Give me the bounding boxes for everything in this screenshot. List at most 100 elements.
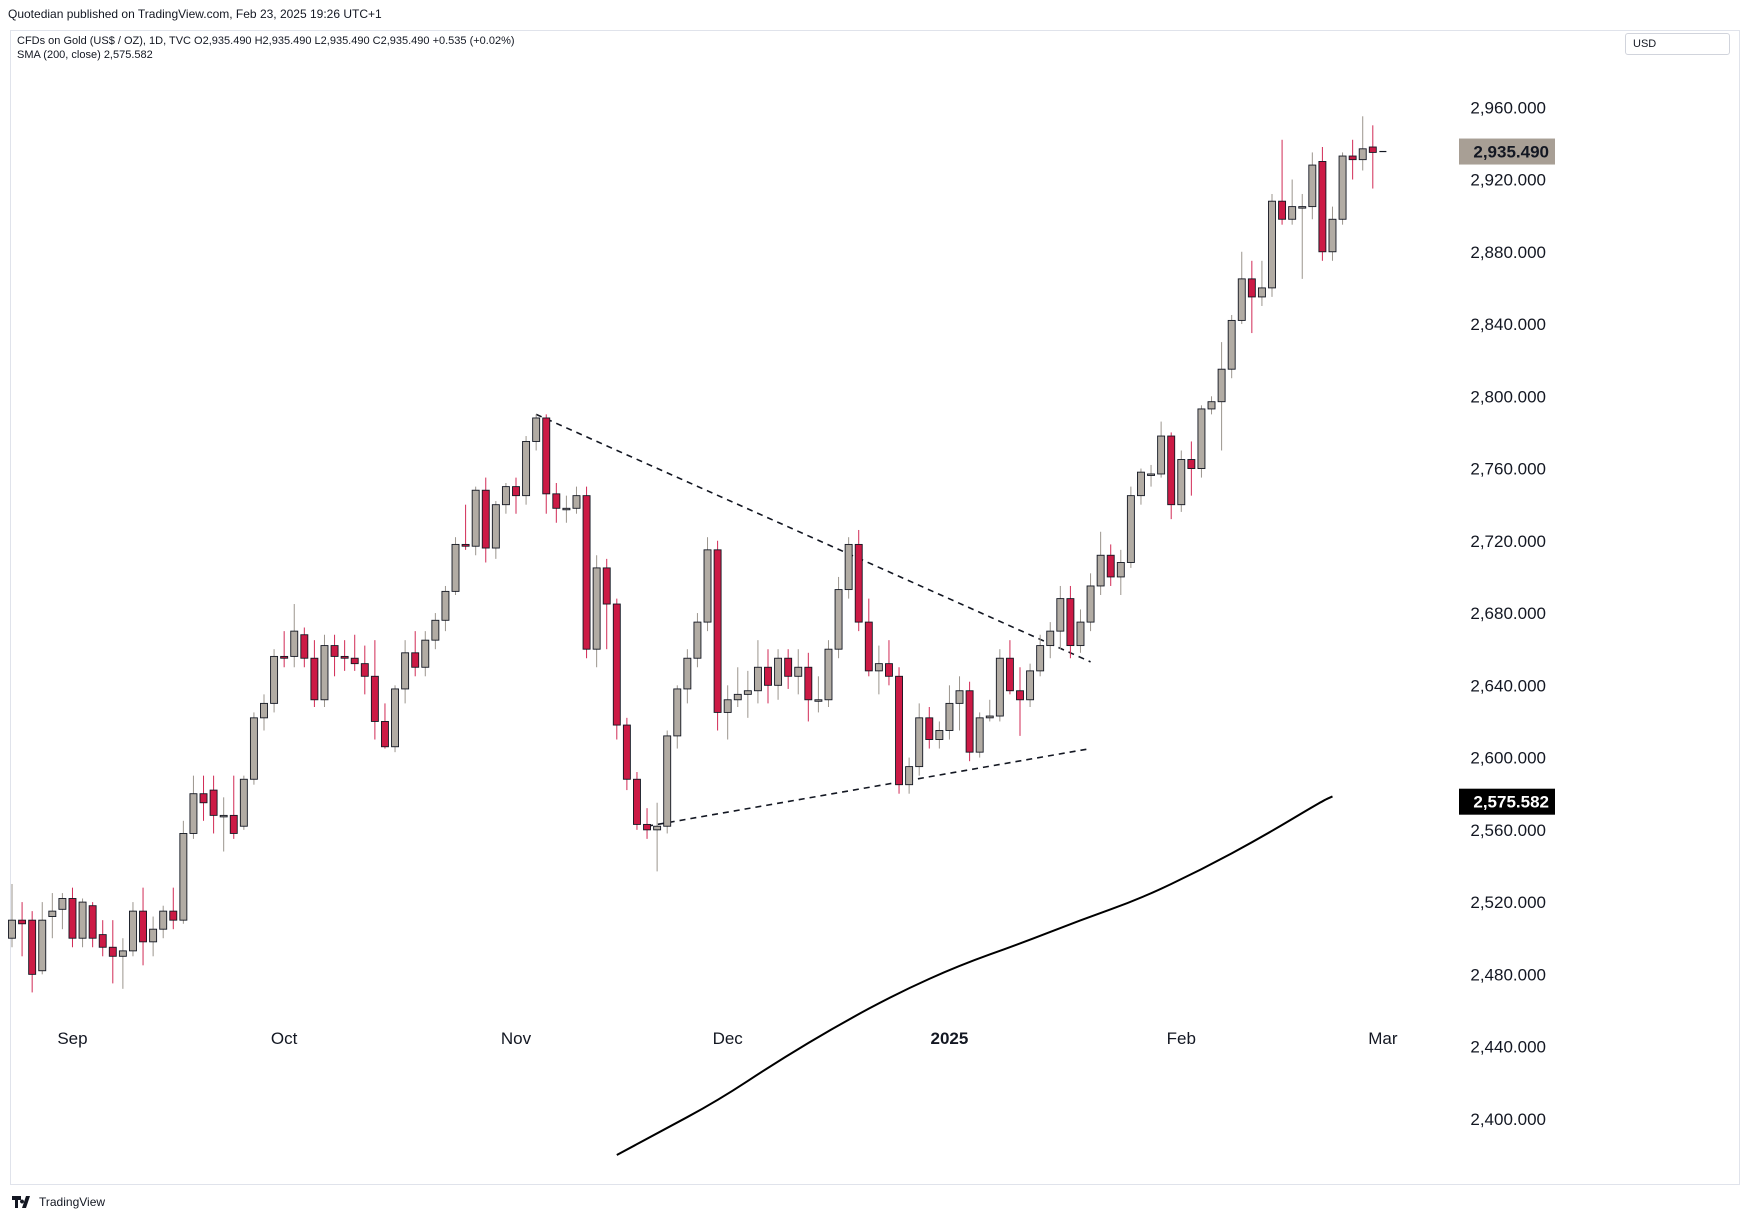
candle[interactable] [552,483,561,523]
candle[interactable] [421,631,430,677]
candle[interactable] [612,598,621,740]
candle[interactable] [582,486,591,659]
sma-value-tag[interactable]: 2,575.582 [1459,788,1555,815]
candle[interactable] [159,905,168,939]
candle[interactable] [1237,251,1246,325]
candle[interactable] [370,640,379,740]
candle[interactable] [300,627,309,668]
candle[interactable] [1278,139,1287,225]
candle[interactable] [209,775,218,834]
candle[interactable] [149,916,158,957]
candle[interactable] [320,634,329,707]
candle[interactable] [1288,179,1297,225]
candle[interactable] [1137,468,1145,505]
candle[interactable] [1187,441,1196,496]
candle[interactable] [885,640,893,686]
candle[interactable] [572,486,581,514]
currency-selector[interactable]: USD [1625,33,1730,55]
candle[interactable] [562,495,571,523]
candle[interactable] [1338,152,1347,225]
candle[interactable] [1036,634,1045,677]
candle[interactable] [895,667,903,794]
candle[interactable] [249,712,258,785]
candle[interactable] [723,685,732,740]
candle[interactable] [804,652,813,722]
candle[interactable] [88,902,97,948]
candle[interactable] [1147,464,1155,487]
candle[interactable] [330,634,339,677]
candle[interactable] [270,649,279,713]
candle[interactable] [905,757,914,794]
candle[interactable] [501,483,510,514]
candle[interactable] [1086,573,1095,632]
candle[interactable] [391,685,399,753]
candle[interactable] [1257,260,1266,306]
candle[interactable] [38,902,47,975]
candle[interactable] [28,911,37,993]
candle[interactable] [935,721,944,749]
candle[interactable] [814,676,823,713]
candle[interactable] [864,598,873,677]
candle[interactable] [169,887,178,930]
candle[interactable] [310,640,319,707]
candle[interactable] [471,486,480,556]
candle[interactable] [633,772,641,830]
candle[interactable] [58,893,67,930]
candle[interactable] [1016,667,1024,736]
candle[interactable] [713,540,722,731]
candle[interactable] [381,703,389,749]
candle[interactable] [340,640,349,671]
last-price-tag[interactable]: 2,935.490 [1459,138,1555,165]
candle[interactable] [663,730,672,834]
candle[interactable] [643,808,651,839]
candle[interactable] [753,640,762,704]
candle[interactable] [1026,663,1035,707]
candle[interactable] [703,537,712,632]
candle[interactable] [854,529,863,632]
candle[interactable] [1227,315,1236,379]
candle[interactable] [653,802,662,872]
candle[interactable] [985,699,994,722]
candle[interactable] [98,920,107,957]
candle[interactable] [108,920,117,984]
candle[interactable] [219,797,228,852]
candle[interactable] [229,775,238,839]
candle[interactable] [683,649,692,704]
candle[interactable] [834,576,843,659]
sma-legend[interactable]: SMA (200, close) 2,575.582 [17,49,153,61]
candle[interactable] [1207,396,1216,415]
candle[interactable] [1076,609,1085,653]
trendline-1[interactable] [535,413,1091,663]
candle[interactable] [1177,450,1186,512]
candle[interactable] [441,585,450,632]
candle[interactable] [8,884,16,948]
candle[interactable] [945,685,954,740]
candle[interactable] [18,902,27,957]
candle[interactable] [1348,139,1357,180]
candle[interactable] [794,649,803,695]
candle[interactable] [915,703,924,776]
candle[interactable] [401,640,410,704]
candle[interactable] [118,938,127,989]
candle[interactable] [491,501,500,559]
candle[interactable] [260,694,268,731]
candle[interactable] [48,893,57,939]
candle[interactable] [1197,405,1206,478]
candle[interactable] [622,717,631,791]
candle[interactable] [592,555,601,668]
candle[interactable] [1268,193,1276,297]
candle[interactable] [1217,342,1226,451]
candle[interactable] [239,775,248,830]
candle[interactable] [280,631,289,668]
candle[interactable] [350,634,359,671]
candle[interactable] [1318,147,1327,261]
candle[interactable] [693,613,702,668]
candle[interactable] [512,477,520,514]
candle[interactable] [411,631,420,677]
candle[interactable] [1368,125,1377,189]
candle[interactable] [290,604,299,668]
candle[interactable] [532,414,541,451]
candle[interactable] [1358,116,1367,171]
candle[interactable] [1247,260,1256,334]
